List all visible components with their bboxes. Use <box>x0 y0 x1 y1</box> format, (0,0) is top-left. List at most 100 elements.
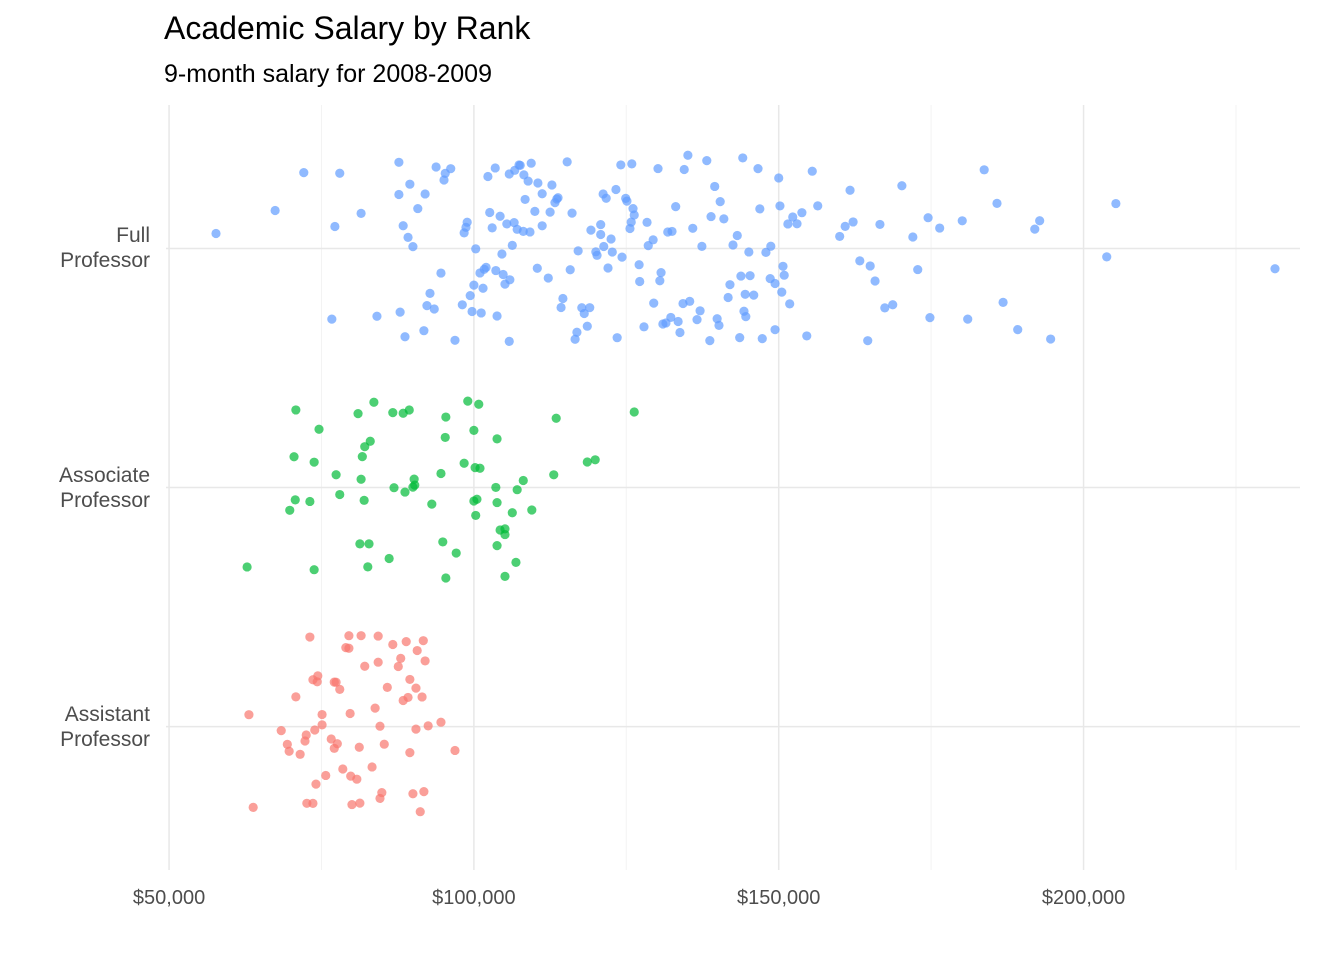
point <box>418 636 428 646</box>
point <box>725 280 735 290</box>
point <box>627 159 637 169</box>
point <box>492 497 502 508</box>
point <box>317 709 327 720</box>
point <box>309 565 319 575</box>
point <box>1046 334 1056 344</box>
point <box>379 739 389 749</box>
point <box>347 799 357 810</box>
point <box>395 307 405 317</box>
point <box>504 169 514 179</box>
point <box>558 293 568 304</box>
point <box>629 407 639 417</box>
point <box>483 171 493 182</box>
point <box>405 179 415 189</box>
point <box>518 475 528 486</box>
point <box>491 482 501 493</box>
point <box>357 452 367 462</box>
point <box>415 807 425 817</box>
point <box>667 226 677 237</box>
point <box>740 289 750 299</box>
point <box>745 271 755 281</box>
point <box>360 661 370 671</box>
point <box>475 268 485 278</box>
point <box>797 208 807 218</box>
chart-title: Academic Salary by Rank <box>164 10 531 46</box>
point <box>372 311 382 321</box>
point <box>785 299 795 309</box>
point <box>356 631 366 641</box>
point <box>526 158 536 168</box>
point <box>596 229 606 240</box>
point <box>492 541 502 551</box>
point <box>925 313 935 323</box>
point <box>673 316 683 327</box>
point <box>419 787 429 797</box>
point <box>622 196 632 206</box>
y-tick-label: Assistant Professor <box>60 702 150 751</box>
point <box>335 168 345 178</box>
point <box>998 297 1008 307</box>
point <box>556 302 566 313</box>
point <box>369 397 379 407</box>
point <box>469 280 479 290</box>
point <box>565 265 575 275</box>
point <box>728 240 738 250</box>
point <box>356 474 366 484</box>
x-tick-label: $50,000 <box>133 887 205 909</box>
point <box>520 194 530 205</box>
point <box>308 675 318 685</box>
y-tick-label: Full Professor <box>60 224 150 273</box>
point <box>401 637 411 647</box>
point <box>792 219 802 229</box>
point <box>606 234 616 244</box>
point <box>628 204 638 214</box>
point <box>666 312 676 323</box>
point <box>492 311 502 321</box>
point <box>459 228 469 238</box>
point <box>462 217 472 227</box>
point <box>396 653 406 663</box>
point <box>398 221 408 231</box>
point <box>467 306 477 317</box>
point <box>639 322 649 332</box>
point <box>897 181 907 191</box>
point <box>471 510 481 521</box>
point <box>863 336 873 346</box>
point <box>427 499 437 509</box>
point <box>533 178 543 188</box>
point <box>420 656 430 666</box>
point <box>547 180 557 190</box>
point <box>635 276 645 287</box>
point <box>436 268 446 278</box>
point <box>411 683 421 693</box>
point <box>300 736 310 746</box>
point <box>355 798 365 808</box>
point <box>465 290 475 301</box>
point <box>507 508 517 518</box>
point <box>511 557 521 567</box>
point <box>712 314 722 324</box>
point <box>471 244 481 254</box>
point <box>599 241 609 252</box>
point <box>695 306 705 316</box>
point <box>573 246 583 256</box>
point <box>408 789 418 799</box>
point <box>393 661 403 672</box>
point <box>309 457 319 467</box>
point <box>451 548 461 558</box>
point <box>388 408 398 418</box>
point <box>485 207 495 218</box>
point <box>364 539 374 549</box>
point <box>352 774 362 784</box>
point <box>285 505 295 515</box>
point <box>913 264 923 275</box>
point <box>1102 252 1112 262</box>
point <box>345 708 355 719</box>
point <box>1035 216 1045 226</box>
point <box>807 166 817 176</box>
point <box>537 221 547 231</box>
point <box>405 748 415 758</box>
point <box>360 442 370 452</box>
point <box>514 160 524 170</box>
point <box>855 256 865 266</box>
